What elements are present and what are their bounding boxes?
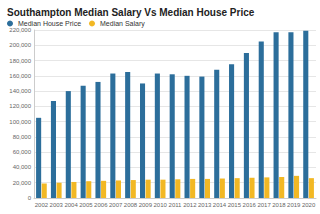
svg-text:180,000: 180,000 xyxy=(9,58,31,64)
svg-text:2009: 2009 xyxy=(139,202,153,208)
svg-text:2005: 2005 xyxy=(79,202,93,208)
svg-text:140,000: 140,000 xyxy=(9,88,31,94)
svg-text:2010: 2010 xyxy=(153,202,167,208)
svg-text:2015: 2015 xyxy=(228,202,242,208)
svg-text:2007: 2007 xyxy=(109,202,123,208)
svg-text:120,000: 120,000 xyxy=(9,103,31,109)
svg-text:200,000: 200,000 xyxy=(9,42,31,48)
svg-text:20,000: 20,000 xyxy=(13,180,32,186)
svg-text:2004: 2004 xyxy=(64,202,78,208)
svg-text:2011: 2011 xyxy=(169,202,183,208)
svg-text:160,000: 160,000 xyxy=(9,73,31,79)
svg-text:100,000: 100,000 xyxy=(9,119,31,125)
svg-text:2003: 2003 xyxy=(50,202,64,208)
svg-text:2020: 2020 xyxy=(302,202,316,208)
svg-text:Median Salary: Median Salary xyxy=(100,20,145,28)
svg-text:2016: 2016 xyxy=(243,202,257,208)
svg-text:60,000: 60,000 xyxy=(13,149,32,155)
svg-text:0: 0 xyxy=(28,195,32,201)
svg-text:2019: 2019 xyxy=(287,202,301,208)
svg-text:2006: 2006 xyxy=(94,202,108,208)
svg-text:2012: 2012 xyxy=(183,202,197,208)
svg-text:2017: 2017 xyxy=(257,202,271,208)
svg-text:2002: 2002 xyxy=(35,202,49,208)
svg-text:Median House Price: Median House Price xyxy=(18,20,81,27)
svg-text:220,000: 220,000 xyxy=(9,27,31,33)
svg-text:Southampton Median Salary Vs M: Southampton Median Salary Vs Median Hous… xyxy=(7,7,255,18)
svg-text:40,000: 40,000 xyxy=(13,164,32,170)
svg-text:2014: 2014 xyxy=(213,202,227,208)
svg-text:2018: 2018 xyxy=(272,202,286,208)
svg-text:80,000: 80,000 xyxy=(13,134,32,140)
svg-text:2008: 2008 xyxy=(124,202,138,208)
svg-text:2013: 2013 xyxy=(198,202,212,208)
